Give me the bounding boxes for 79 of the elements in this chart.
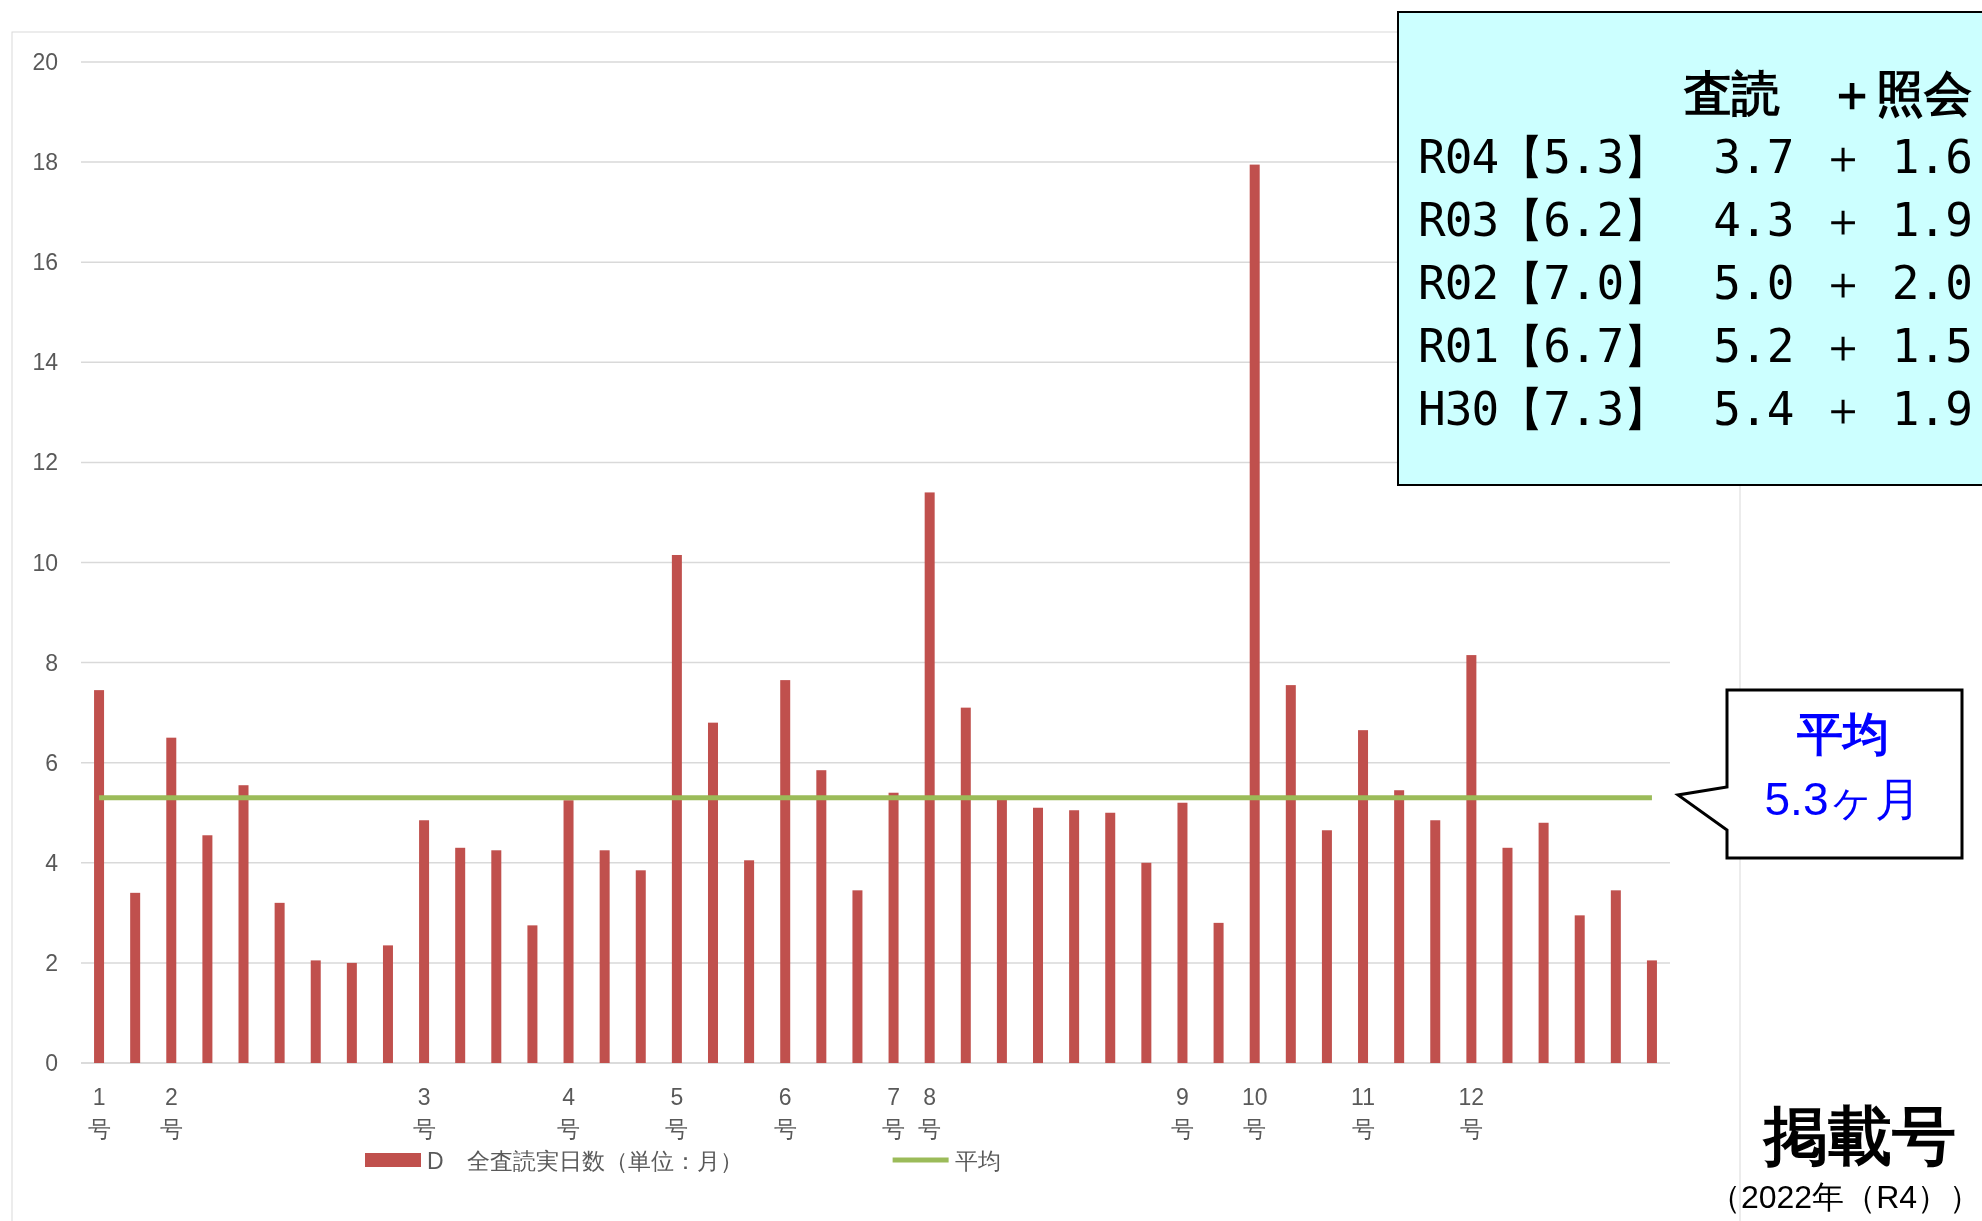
bar xyxy=(1321,830,1332,1063)
bar xyxy=(455,847,466,1063)
bar xyxy=(202,835,213,1063)
annotation: R02【7.0】 5.0 ＋ 2.0 xyxy=(1418,256,1973,310)
bar xyxy=(1105,812,1116,1063)
bar xyxy=(924,492,935,1063)
bar xyxy=(1249,164,1260,1063)
bar xyxy=(1574,915,1585,1063)
bar xyxy=(1069,810,1080,1063)
bar xyxy=(1610,890,1621,1063)
bar xyxy=(491,850,502,1063)
y-tick-label: 8 xyxy=(45,649,58,676)
bar xyxy=(94,690,105,1063)
bar xyxy=(1502,847,1513,1063)
bar xyxy=(1358,730,1369,1063)
y-tick-label: 0 xyxy=(45,1050,58,1076)
bar xyxy=(960,707,971,1063)
x-tick-label: 4号 xyxy=(557,1084,581,1142)
x-tick-label: 5号 xyxy=(665,1084,689,1142)
bar xyxy=(635,870,646,1063)
x-tick-label: 11号 xyxy=(1351,1084,1375,1142)
bar xyxy=(1033,807,1044,1063)
y-tick-label: 12 xyxy=(32,449,58,476)
x-tick-label: 9号 xyxy=(1170,1084,1194,1142)
bar xyxy=(671,554,682,1063)
bar xyxy=(130,892,141,1063)
y-tick-label: 20 xyxy=(32,49,58,75)
y-tick-label: 10 xyxy=(32,549,58,576)
bar xyxy=(1177,802,1188,1063)
x-tick-label: 12号 xyxy=(1458,1084,1485,1142)
bar xyxy=(346,962,357,1063)
text: 5.3ヶ月 xyxy=(1764,773,1922,825)
bar xyxy=(310,960,321,1063)
y-tick-label: 2 xyxy=(45,949,58,976)
bar xyxy=(780,680,791,1063)
y-tick-label: 14 xyxy=(32,349,59,376)
bar xyxy=(996,797,1007,1063)
bar xyxy=(527,925,538,1063)
y-tick-label: 4 xyxy=(45,849,59,876)
bar xyxy=(1430,820,1441,1063)
bar xyxy=(852,890,863,1063)
x-tick-label: 8号 xyxy=(918,1084,942,1142)
bar xyxy=(1285,685,1296,1063)
x-tick-label: 3号 xyxy=(412,1084,436,1142)
bar xyxy=(1466,655,1477,1063)
bar xyxy=(1538,822,1549,1063)
bar xyxy=(1646,960,1657,1063)
text: 平均 xyxy=(1797,708,1889,760)
x-tick-label: 7号 xyxy=(882,1084,906,1142)
text: （2022年（R4）） xyxy=(1708,1179,1982,1215)
x-tick-label: 1号 xyxy=(87,1084,111,1142)
bar xyxy=(563,800,574,1063)
x-tick-label: 2号 xyxy=(159,1084,183,1142)
bar xyxy=(707,722,718,1063)
x-tick-label: 6号 xyxy=(773,1084,797,1142)
bar xyxy=(382,945,393,1063)
bar xyxy=(238,785,249,1063)
bar xyxy=(166,737,177,1063)
bar xyxy=(274,902,285,1063)
x-axis-title: 掲載号 xyxy=(1762,1100,1956,1172)
bar xyxy=(1141,862,1152,1063)
y-tick-label: 16 xyxy=(32,249,58,276)
annotation: R03【6.2】 4.3 ＋ 1.9 xyxy=(1418,193,1973,247)
bar xyxy=(1394,790,1405,1063)
annotation: R01【6.7】 5.2 ＋ 1.5 xyxy=(1418,319,1973,373)
bar xyxy=(744,860,755,1063)
legend-label: D 全査読実日数（単位：月） xyxy=(427,1148,743,1174)
y-tick-label: 18 xyxy=(32,149,58,176)
text: 査読 ＋照会 xyxy=(1683,67,1972,120)
bar xyxy=(1213,922,1224,1063)
y-tick-label: 6 xyxy=(45,749,58,776)
annotation: R04【5.3】 3.7 ＋ 1.6 xyxy=(1418,130,1973,184)
annotation: H30【7.3】 5.4 ＋ 1.9 xyxy=(1418,382,1973,436)
bar xyxy=(816,770,827,1063)
bar xyxy=(888,792,899,1063)
bar xyxy=(419,820,430,1063)
bar xyxy=(599,850,610,1063)
x-tick-label: 10号 xyxy=(1241,1084,1268,1142)
legend-label: 平均 xyxy=(954,1148,1001,1174)
